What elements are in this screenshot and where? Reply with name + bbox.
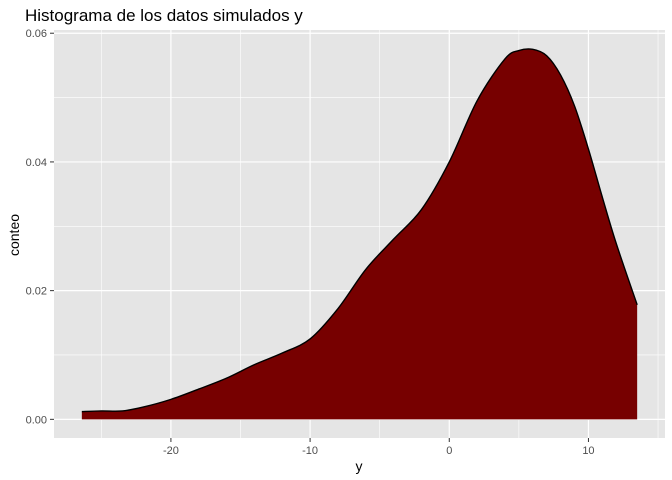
y-axis: 0.00 0.02 0.04 0.06 <box>26 28 54 426</box>
y-tick-label: 0.06 <box>26 28 47 40</box>
x-tick-label: 10 <box>582 445 594 457</box>
y-tick-label: 0.00 <box>26 414 47 426</box>
chart-title: Histograma de los datos simulados y <box>25 6 303 25</box>
x-axis-title: y <box>356 458 363 474</box>
x-tick-label: 0 <box>446 445 452 457</box>
x-tick-label: -20 <box>163 445 179 457</box>
x-axis: -20 -10 0 10 <box>163 438 595 457</box>
density-curve <box>81 48 638 413</box>
x-tick-label: -10 <box>302 445 318 457</box>
y-tick-label: 0.04 <box>26 157 47 169</box>
y-axis-title: conteo <box>6 214 22 256</box>
density-area <box>81 48 638 420</box>
y-tick-label: 0.02 <box>26 286 47 298</box>
